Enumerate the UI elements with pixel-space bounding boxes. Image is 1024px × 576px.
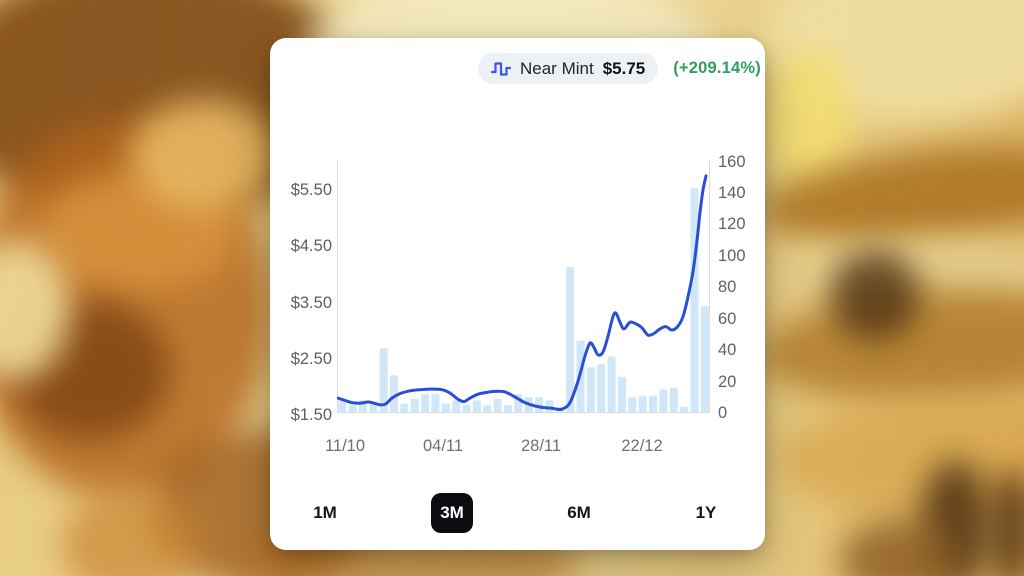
range-button-1m[interactable]: 1M <box>313 503 337 522</box>
volume-axis-label: 40 <box>718 341 737 360</box>
bg-blob <box>130 100 280 210</box>
volume-axis-label: 160 <box>718 152 746 171</box>
price-axis-label: $5.50 <box>290 181 332 199</box>
date-axis-label: 04/11 <box>422 437 464 455</box>
price-chart: $1.50 $2.50 $3.50 $4.50 $5.50 0 20 40 60 80 100 12… <box>270 153 765 495</box>
volume-axis-label: 0 <box>718 404 728 422</box>
volume-axis-label: 80 <box>718 278 737 297</box>
price-axis: $1.50 $2.50 $3.50 $4.50 $5.50 <box>270 160 332 424</box>
chart-plot[interactable] <box>337 160 710 422</box>
date-axis-label: 22/12 <box>621 437 663 455</box>
time-range-selector: 1M 3M 6M 1Y <box>304 493 727 533</box>
series-legend-pill: Near Mint $5.75 <box>478 53 659 84</box>
date-axis-label: 28/11 <box>520 437 562 455</box>
price-axis-label: $1.50 <box>290 406 332 424</box>
range-button-3m[interactable]: 3M <box>431 493 473 533</box>
current-price: $5.75 <box>602 58 646 78</box>
volume-axis-label: 100 <box>718 246 746 265</box>
range-button-1y[interactable]: 1Y <box>695 503 717 522</box>
bg-blob <box>840 520 960 576</box>
price-steps-icon <box>491 61 511 77</box>
series-name: Near Mint <box>520 58 594 78</box>
price-change-percent: (+209.14%) <box>673 59 761 77</box>
volume-axis: 0 20 40 60 80 100 120 140 160 <box>718 153 764 423</box>
price-axis-label: $4.50 <box>290 237 332 256</box>
chart-legend: Near Mint $5.75 (+209.14%) <box>478 53 761 84</box>
volume-axis-label: 140 <box>718 183 746 202</box>
price-axis-label: $3.50 <box>290 293 332 312</box>
bg-blob <box>60 490 200 576</box>
bg-blob <box>830 250 920 340</box>
volume-axis-label: 60 <box>718 309 737 328</box>
price-chart-card: Near Mint $5.75 (+209.14%) $1.50 $2.50 $3.… <box>270 38 765 550</box>
volume-axis-label: 120 <box>718 215 746 234</box>
date-axis-label: 11/10 <box>324 437 366 455</box>
volume-axis-label: 20 <box>718 372 737 391</box>
range-button-6m[interactable]: 6M <box>567 503 591 522</box>
price-axis-label: $2.50 <box>290 349 332 368</box>
